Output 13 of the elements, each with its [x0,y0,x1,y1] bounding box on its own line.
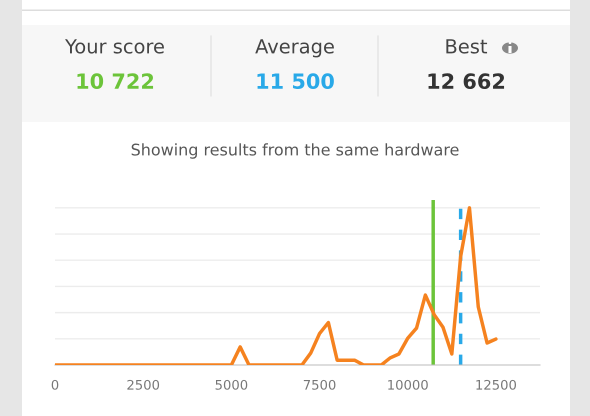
x-tick-label: 2500 [127,380,160,390]
text: Your score [64,39,164,54]
x-tick-label: 5000 [216,380,248,390]
x-tick-label: 12500 [476,380,516,390]
text: 12 662 [428,73,504,90]
text: 10 722 [77,73,154,90]
text: Best [446,39,488,54]
text: Average [255,39,334,58]
text: 11 500 [257,73,334,90]
chart-title: Showing results from the same hardware [132,143,459,159]
x-tick-label: 7500 [304,380,336,390]
x-tick-label: 10000 [388,380,428,390]
x-tick-label: 0 [52,380,58,390]
